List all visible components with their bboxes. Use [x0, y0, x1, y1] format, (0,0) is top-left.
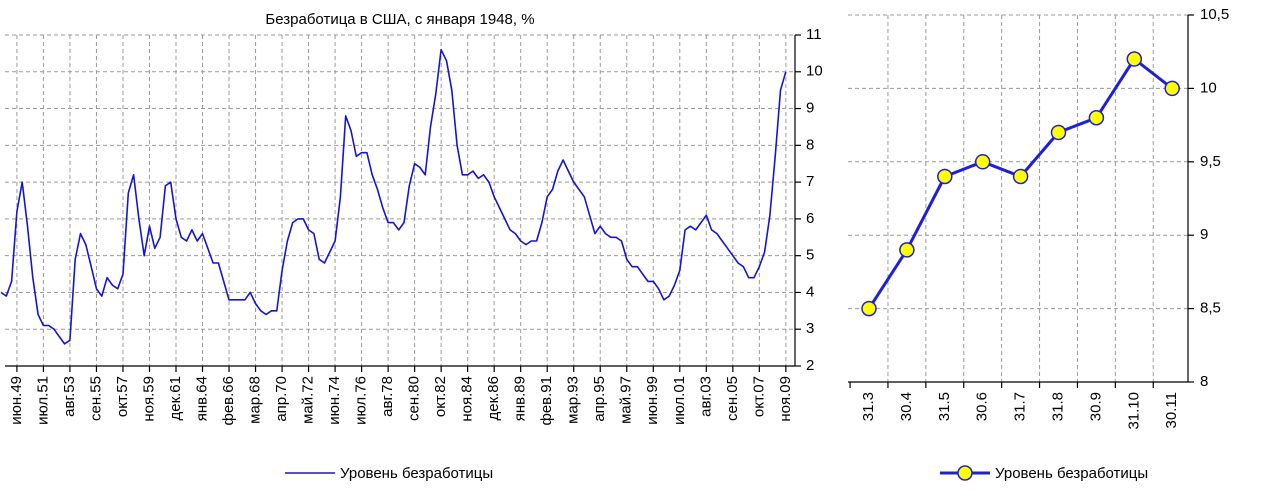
data-point: [1050, 124, 1067, 141]
x-tick-label: фев.66: [220, 376, 237, 426]
y-tick-label: 9: [1200, 226, 1208, 243]
x-tick-label: 30.4: [898, 392, 915, 421]
x-tick-label: 31.5: [936, 392, 953, 421]
x-tick-label: янв.64: [193, 376, 210, 421]
x-tick-label: июл.76: [353, 376, 370, 425]
x-tick-label: июн.99: [644, 376, 661, 425]
x-tick-label: авг.53: [61, 376, 78, 417]
y-tick-label: 3: [806, 320, 814, 337]
y-tick-label: 10: [806, 63, 823, 80]
x-tick-label: 30.6: [974, 392, 991, 421]
x-tick-label: окт.82: [432, 376, 449, 417]
x-tick-label: сен.80: [406, 376, 423, 421]
y-tick-label: 8: [806, 136, 814, 153]
data-point: [937, 168, 953, 185]
y-tick-label: 5: [806, 247, 814, 264]
x-tick-label: мар.68: [247, 376, 264, 424]
data-point: [1088, 110, 1105, 126]
x-tick-label: ноя.09: [777, 376, 794, 422]
y-tick-label: 4: [806, 283, 814, 300]
data-line: [0, 48, 787, 345]
y-tick-label: 10: [1200, 79, 1217, 96]
x-tick-label: сен.05: [724, 376, 741, 421]
y-tick-label: 7: [806, 173, 814, 190]
y-tick-label: 2: [806, 357, 814, 374]
legend-label: Уровень безработицы: [340, 465, 493, 482]
x-tick-label: 30.11: [1163, 392, 1180, 428]
data-point: [974, 154, 991, 170]
x-tick-label: 30.9: [1087, 392, 1104, 421]
x-tick-label: май.97: [618, 376, 635, 424]
y-tick-label: 9,5: [1200, 153, 1221, 170]
x-tick-label: сен.55: [87, 376, 104, 421]
y-tick-label: 8: [1200, 373, 1208, 390]
x-tick-label: июл.01: [671, 376, 688, 425]
x-tick-label: 31.7: [1012, 392, 1029, 421]
x-tick-label: янв.89: [512, 376, 529, 421]
x-tick-label: дек.86: [485, 376, 502, 421]
chart-title: Безработица в США, с января 1948, %: [265, 11, 534, 28]
x-tick-label: июн.74: [326, 376, 343, 425]
y-tick-label: 9: [806, 100, 814, 117]
x-tick-label: май.72: [300, 376, 317, 424]
y-tick-label: 6: [806, 210, 814, 227]
x-tick-label: ноя.59: [140, 376, 157, 422]
y-tick-label: 8,5: [1200, 300, 1221, 317]
x-tick-label: фев.91: [538, 376, 555, 426]
x-tick-label: окт.57: [114, 376, 131, 417]
data-point: [1164, 80, 1180, 97]
x-tick-label: авг.78: [379, 376, 396, 417]
y-tick-label: 11: [806, 26, 822, 43]
data-point: [899, 242, 915, 258]
x-tick-label: авг.03: [697, 376, 714, 417]
x-tick-label: мар.93: [565, 376, 582, 424]
x-tick-label: дек.61: [167, 376, 184, 421]
x-tick-label: апр.95: [591, 376, 608, 422]
x-tick-label: ноя.84: [459, 376, 476, 422]
data-point: [1126, 51, 1143, 67]
legend-label: Уровень безработицы: [995, 465, 1148, 482]
data-point: [861, 300, 877, 317]
x-tick-label: июн.49: [8, 376, 25, 425]
x-tick-label: июл.51: [34, 376, 51, 425]
legend-marker: [957, 465, 973, 481]
x-tick-label: 31.3: [860, 392, 877, 421]
x-tick-label: 31.10: [1125, 392, 1142, 430]
y-tick-label: 10,5: [1200, 6, 1229, 23]
x-tick-label: апр.70: [273, 376, 290, 422]
x-tick-label: 31.8: [1049, 392, 1066, 421]
x-tick-label: окт.07: [750, 376, 767, 417]
data-point: [1012, 168, 1029, 185]
